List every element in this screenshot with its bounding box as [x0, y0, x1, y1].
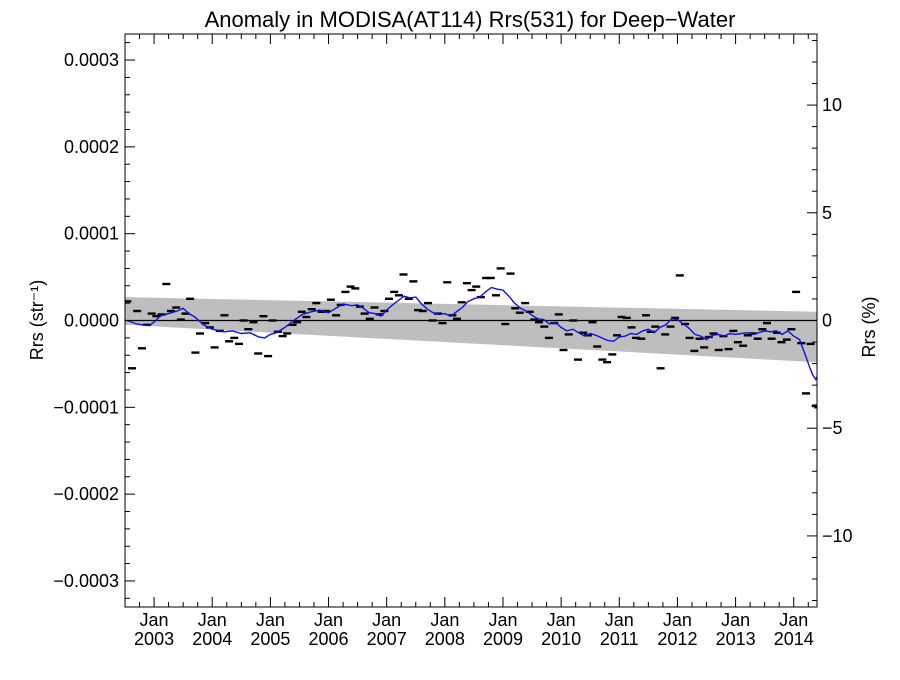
x-tick-year-label: 2006 [309, 629, 349, 649]
plot-area [125, 267, 817, 409]
x-tick-month-label: Jan [721, 610, 750, 630]
x-tick-year-label: 2004 [192, 629, 232, 649]
y-left-tick-label: −0.0003 [53, 571, 119, 591]
y-left-tick-label: 0.0003 [64, 50, 119, 70]
x-tick-year-label: 2003 [134, 629, 174, 649]
x-tick-year-label: 2005 [250, 629, 290, 649]
y-left-tick-label: 0.0000 [64, 311, 119, 331]
x-tick-month-label: Jan [488, 610, 517, 630]
y-left-tick-label: 0.0002 [64, 137, 119, 157]
x-tick-month-label: Jan [372, 610, 401, 630]
x-tick-month-label: Jan [779, 610, 808, 630]
x-tick-month-label: Jan [198, 610, 227, 630]
plot-inner [125, 267, 817, 409]
y-right-tick-label: 5 [822, 203, 832, 223]
y-left-tick-label: −0.0002 [53, 484, 119, 504]
y-right-tick-label: −10 [822, 526, 853, 546]
x-tick-year-label: 2012 [657, 629, 697, 649]
confidence-band [125, 297, 817, 363]
x-tick-month-label: Jan [140, 610, 169, 630]
x-tick-month-label: Jan [547, 610, 576, 630]
marker-series [125, 267, 817, 409]
x-tick-year-label: 2007 [367, 629, 407, 649]
x-tick-year-label: 2008 [425, 629, 465, 649]
x-tick-year-label: 2010 [541, 629, 581, 649]
y-right-tick-label: 10 [822, 95, 842, 115]
x-tick-year-label: 2009 [483, 629, 523, 649]
y-left-tick-label: 0.0001 [64, 224, 119, 244]
running-mean-line [127, 286, 817, 381]
axes: 0.0003 0.0002 0.0001 0.0000 −0.0001 −0.0002 −0… [53, 33, 853, 649]
x-tick-month-label: Jan [663, 610, 692, 630]
x-tick-month-label: Jan [605, 610, 634, 630]
x-tick-month-label: Jan [256, 610, 285, 630]
x-tick-year-label: 2014 [774, 629, 814, 649]
y-right-tick-label: 0 [822, 311, 832, 331]
y-axis-label-left: Rrs (str⁻¹) [27, 280, 47, 360]
y-left-tick-label: −0.0001 [53, 397, 119, 417]
x-tick-year-label: 2011 [600, 629, 639, 649]
x-tick-month-label: Jan [314, 610, 343, 630]
y-right-tick-label: −5 [822, 418, 843, 438]
x-tick-month-label: Jan [430, 610, 459, 630]
chart-title: Anomaly in MODISA(AT114) Rrs(531) for De… [205, 7, 736, 32]
y-axis-label-right: Rrs (%) [859, 297, 879, 358]
x-tick-year-label: 2013 [716, 629, 756, 649]
